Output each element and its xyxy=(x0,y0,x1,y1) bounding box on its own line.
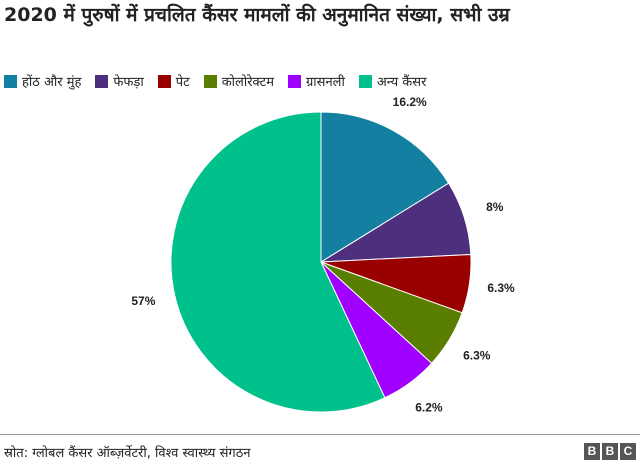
data-label: 57% xyxy=(131,294,155,308)
legend-item: पेट xyxy=(157,72,190,90)
legend: होंठ और मुंह फेफड़ा पेट कोलोरेक्टम ग्रासनली अ… xyxy=(4,72,426,90)
data-label: 16.2% xyxy=(393,95,427,109)
legend-swatch xyxy=(95,74,109,88)
data-label: 6.2% xyxy=(415,401,443,415)
chart-title: 2020 में पुरुषों में प्रचलित कैंसर मामलो… xyxy=(4,4,510,26)
legend-swatch xyxy=(4,74,17,88)
data-label: 8% xyxy=(486,200,504,214)
legend-item: कोलोरेक्टम xyxy=(203,72,274,90)
data-label: 6.3% xyxy=(463,348,491,362)
legend-label: फेफड़ा xyxy=(113,75,144,90)
legend-item: अन्य कैंसर xyxy=(358,72,427,90)
legend-label: ग्रासनली xyxy=(305,75,345,90)
logo-letter: B xyxy=(584,443,600,460)
data-label: 6.3% xyxy=(487,281,515,295)
legend-label: होंठ और मुंह xyxy=(22,75,82,90)
logo-letter: C xyxy=(620,443,636,460)
legend-item: फेफड़ा xyxy=(95,72,144,90)
pie-slice xyxy=(320,111,450,263)
legend-label: कोलोरेक्टम xyxy=(221,75,274,90)
logo-letter: B xyxy=(602,443,618,460)
footer-rule xyxy=(0,434,640,435)
pie-slice xyxy=(170,111,386,413)
legend-item: होंठ और मुंह xyxy=(4,72,81,90)
legend-label: पेट xyxy=(175,75,190,90)
source: स्रोत: ग्लोबल कैंसर ऑब्ज़र्वेटरी, विश्व … xyxy=(4,446,251,461)
legend-swatch xyxy=(203,74,217,88)
legend-swatch xyxy=(157,74,171,88)
legend-item: ग्रासनली xyxy=(287,72,345,90)
legend-label: अन्य कैंसर xyxy=(376,75,427,90)
legend-swatch xyxy=(358,74,372,88)
legend-swatch xyxy=(287,74,301,88)
